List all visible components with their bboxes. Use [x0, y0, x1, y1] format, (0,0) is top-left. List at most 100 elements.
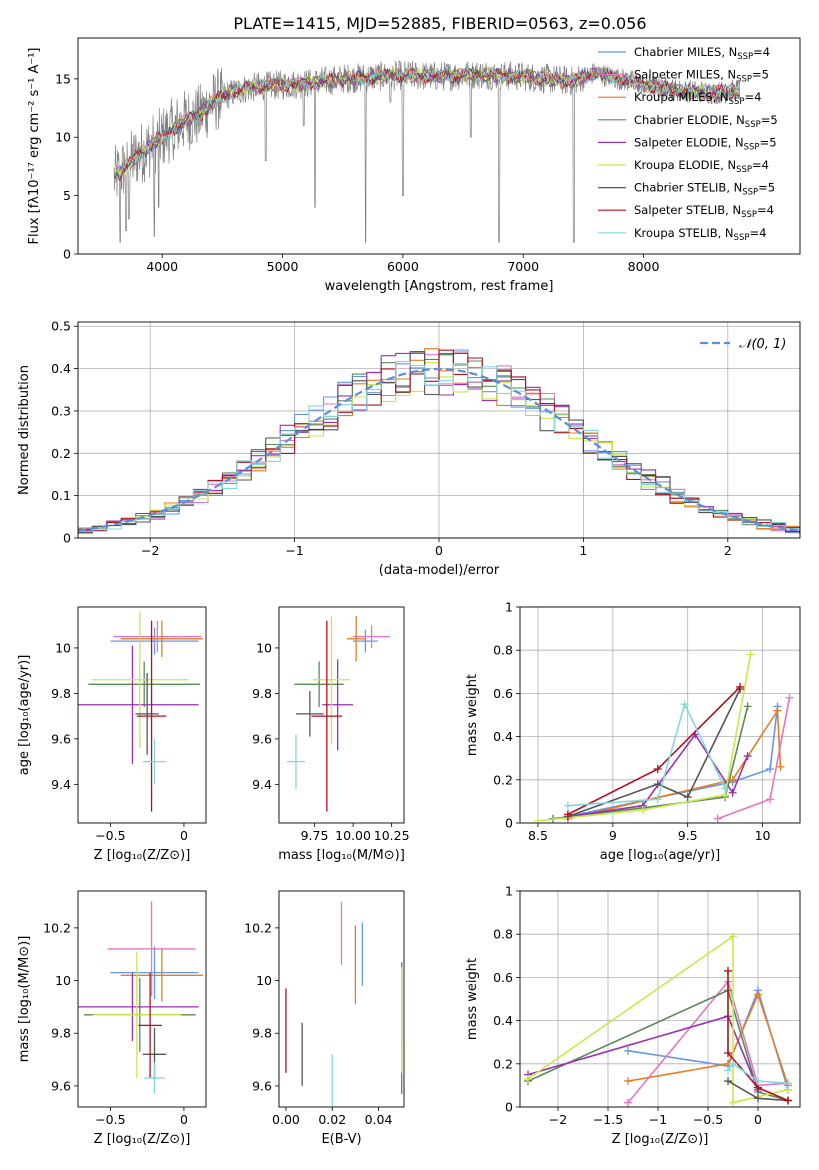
axes-frame: [77, 37, 801, 255]
legend-entry: Salpeter ELODIE, NSSP=5: [634, 135, 777, 152]
y-tick-label: 10: [55, 130, 71, 145]
x-tick-label: −1.5: [593, 1112, 623, 1127]
weight-marker: [638, 806, 647, 815]
y-tick-label: 9.8: [51, 1026, 71, 1041]
x-tick-label: −2: [141, 543, 159, 558]
weight-marker: [729, 932, 737, 941]
weight-marker: [724, 1066, 732, 1075]
y-tick-label: 0.6: [493, 686, 513, 701]
axes-frame: [519, 890, 801, 1108]
x-axis-label: Z [log₁₀(Z/Z⊙)]: [612, 1132, 709, 1147]
x-tick-label: −1: [285, 543, 303, 558]
y-tick-label: 10: [55, 973, 71, 988]
histograms: [78, 348, 800, 537]
weight-marker: [563, 801, 572, 810]
spectrum-panel: 4000 5000 6000 7000 8000 0 5 10 15 wavelength [An…: [27, 37, 801, 294]
axes-frame: [278, 890, 405, 1108]
y-tick-label: 15: [55, 71, 71, 86]
weight-line: [527, 989, 789, 1102]
y-tick-label: 0.5: [51, 319, 71, 334]
x-tick-label: 2: [724, 543, 732, 558]
x-axis-label: Z [log₁₀(Z/Z⊙)]: [94, 848, 191, 863]
axes-frame: [278, 606, 405, 824]
weight-marker: [653, 765, 662, 773]
histogram-step: [78, 360, 800, 532]
weight-line: [567, 686, 741, 816]
x-tick-label: 10: [755, 828, 771, 843]
weight-line: [537, 654, 752, 822]
weight-line: [527, 934, 789, 1104]
weight-marker: [754, 990, 762, 999]
residuals-panel: −2 −1 0 1 2 0 0.1 0.2 0.3 0.4 0.5 (data-model)/erro…: [17, 319, 801, 578]
x-axis-label: E(B-V): [321, 1132, 361, 1147]
x-tick-label: 0: [180, 1112, 188, 1127]
weight-line: [567, 701, 726, 807]
y-tick-label: 1: [505, 884, 513, 899]
y-axis-label: mass weight: [465, 958, 480, 1040]
y-tick-label: 9.6: [252, 731, 272, 746]
y-axis-label: Normed distribution: [17, 365, 32, 495]
mass-vs-EBV-panel: 0.00 0.02 0.04 9.6 9.8 10 10.2 E(B-V): [244, 890, 405, 1147]
gaussian-line: [78, 367, 800, 532]
axes-frame: [77, 890, 207, 1108]
weight-marker: [784, 1079, 792, 1088]
y-tick-label: 0.1: [51, 488, 71, 503]
weight-marker: [624, 1046, 632, 1055]
y-tick-label: 9.4: [51, 777, 71, 792]
y-tick-label: 0.4: [493, 729, 513, 744]
x-axis-label: age [log₁₀(age/yr)]: [600, 848, 721, 863]
weight-marker: [729, 1098, 737, 1107]
weight-line: [567, 688, 741, 818]
y-tick-label: 0.3: [51, 403, 71, 418]
x-tick-label: 0.04: [365, 1112, 393, 1127]
weight-vs-age-panel: 8.5 9 9.5 10 0 0.2 0.4 0.6 0.8 1 age [log₁₀(age/yr…: [465, 600, 801, 863]
y-tick-label: 0: [63, 531, 71, 546]
weight-marker: [713, 814, 722, 823]
x-axis-label: Z [log₁₀(Z/Z⊙)]: [94, 1132, 191, 1147]
weight-marker: [754, 1094, 762, 1103]
x-tick-label: 9.75: [301, 828, 329, 843]
x-tick-label: 9.5: [678, 828, 698, 843]
weight-marker: [624, 1077, 632, 1086]
errorbars: [78, 901, 204, 1094]
x-tick-label: 4000: [146, 259, 178, 274]
weight-marker: [563, 810, 572, 819]
legend-entry: 𝒩(0, 1): [739, 337, 786, 352]
spectrum-lines: [113, 59, 741, 243]
y-tick-label: 0: [505, 1100, 513, 1115]
legend-entry: Kroupa STELIB, NSSP=4: [634, 226, 766, 243]
y-tick-label: 0.8: [493, 643, 513, 658]
legend-entry: Salpeter MILES, NSSP=5: [634, 68, 769, 85]
weight-marker: [746, 650, 755, 659]
weight-marker: [743, 702, 752, 711]
weight-marker: [653, 780, 662, 789]
y-axis-label: Flux [fλ10⁻¹⁷ erg cm⁻² s⁻¹ A⁻¹]: [27, 48, 42, 245]
y-tick-label: 0.4: [51, 361, 71, 376]
x-tick-label: 8000: [628, 259, 660, 274]
y-tick-label: 9.6: [51, 1078, 71, 1093]
weight-marker: [776, 762, 785, 771]
y-tick-label: 1: [505, 600, 513, 615]
errorbars: [285, 901, 403, 1107]
y-tick-label: 9.8: [252, 1026, 272, 1041]
weight-line: [727, 1062, 789, 1084]
weight-marker: [724, 966, 732, 975]
weight-marker: [524, 1074, 532, 1083]
legend-entry: Chabrier STELIB, NSSP=5: [634, 181, 775, 198]
age-vs-Z-panel: −0.5 0 9.4 9.6 9.8 10 Z [log₁₀(Z/Z⊙)] age [log₁…: [17, 606, 207, 863]
y-tick-label: 5: [63, 188, 71, 203]
weight-marker: [728, 788, 737, 797]
x-tick-label: 0.00: [272, 1112, 300, 1127]
axes-frame: [77, 321, 801, 539]
y-tick-label: 0.4: [493, 1013, 513, 1028]
errorbars: [286, 616, 391, 812]
x-tick-label: 9: [609, 828, 617, 843]
y-tick-label: 0.2: [493, 1056, 513, 1071]
weight-marker: [721, 784, 730, 793]
x-tick-label: 0: [180, 828, 188, 843]
y-tick-label: 10: [256, 640, 272, 655]
x-axis-label: wavelength [Angstrom, rest frame]: [325, 279, 554, 294]
x-tick-label: 10.25: [374, 828, 410, 843]
errorbars: [78, 611, 204, 812]
weight-marker: [724, 1049, 732, 1057]
